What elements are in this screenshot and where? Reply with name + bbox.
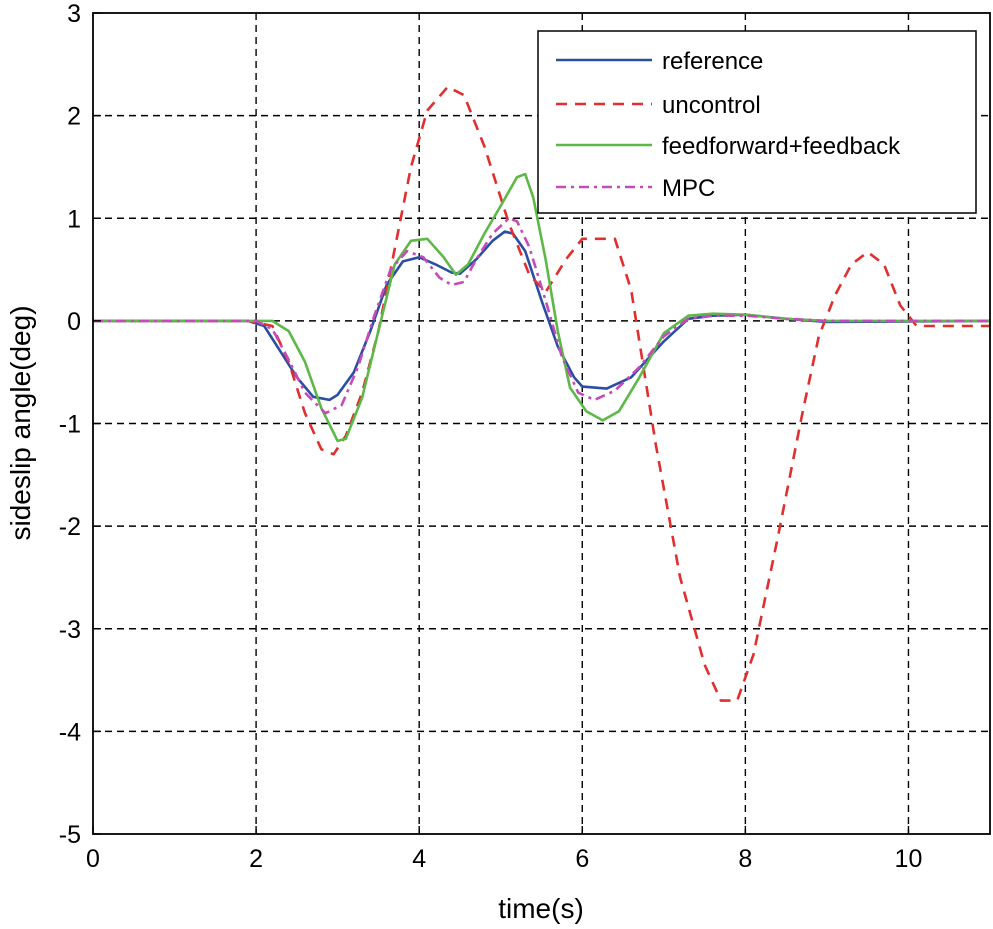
y-tick-label: -5 <box>59 821 81 849</box>
series-line-3 <box>93 172 990 443</box>
legend-box <box>537 30 977 214</box>
y-tick-label: -2 <box>59 513 81 541</box>
legend-label-4: MPC <box>662 175 715 202</box>
x-tick-label: 0 <box>86 845 100 873</box>
legend-label-1: reference <box>662 48 763 75</box>
legend: reference uncontrol feedforward+feedback MP… <box>537 30 977 214</box>
legend-label-3: feedforward+feedback <box>662 133 901 160</box>
x-tick-label: 2 <box>249 845 263 873</box>
legend-label-2: uncontrol <box>662 92 761 119</box>
x-tick-label: 10 <box>895 845 923 873</box>
y-tick-label: -1 <box>59 411 81 439</box>
y-axis-title: sideslip angle(deg) <box>5 305 36 540</box>
series-lines <box>93 85 991 702</box>
y-tick-label: 1 <box>67 205 81 233</box>
x-tick-label: 4 <box>412 845 426 873</box>
y-tick-label: -4 <box>59 718 81 746</box>
y-tick-label: 3 <box>67 0 81 28</box>
x-tick-label: 6 <box>575 845 589 873</box>
y-tick-label: 2 <box>67 103 81 131</box>
y-tick-label: 0 <box>67 308 81 336</box>
y-tick-label: -3 <box>59 616 81 644</box>
x-tick-label: 8 <box>738 845 752 873</box>
axis-ticks: 0 2 4 6 8 10 -5 -4 -3 -2 -1 0 1 2 3 <box>59 0 923 873</box>
series-line-1 <box>93 230 991 402</box>
x-axis-title: time(s) <box>498 893 584 924</box>
